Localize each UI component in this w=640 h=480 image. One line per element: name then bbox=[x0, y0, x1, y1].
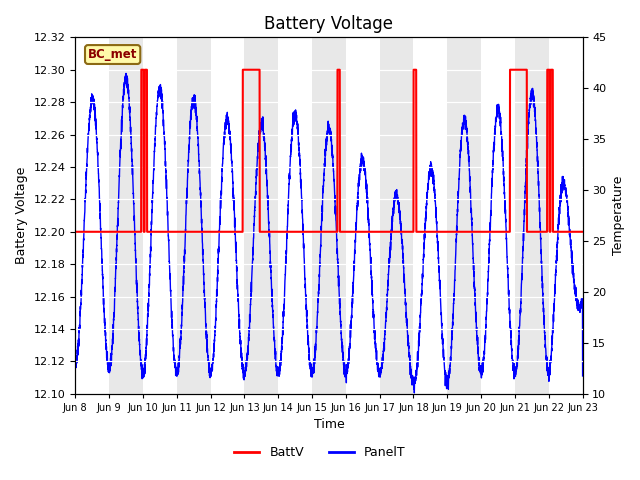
Bar bbox=[582, 37, 616, 394]
Bar bbox=[312, 37, 346, 394]
Text: BC_met: BC_met bbox=[88, 48, 138, 61]
X-axis label: Time: Time bbox=[314, 419, 344, 432]
Y-axis label: Battery Voltage: Battery Voltage bbox=[15, 167, 28, 264]
Bar bbox=[109, 37, 143, 394]
Bar bbox=[244, 37, 278, 394]
Bar bbox=[515, 37, 548, 394]
Legend: BattV, PanelT: BattV, PanelT bbox=[229, 441, 411, 464]
Bar bbox=[380, 37, 413, 394]
Bar bbox=[177, 37, 211, 394]
Y-axis label: Temperature: Temperature bbox=[612, 176, 625, 255]
Title: Battery Voltage: Battery Voltage bbox=[264, 15, 394, 33]
Bar bbox=[447, 37, 481, 394]
